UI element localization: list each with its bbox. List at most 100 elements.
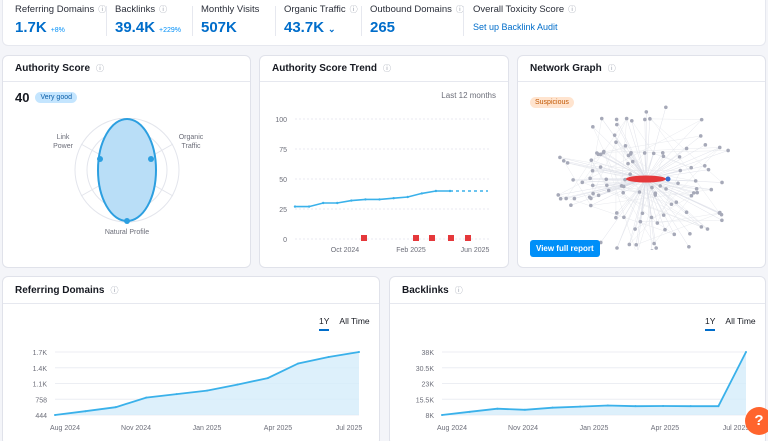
metric-backlinks[interactable]: Backlinks ⓘ 39.4K +229% bbox=[115, 4, 181, 36]
metric-value[interactable]: 39.4K bbox=[115, 19, 156, 36]
info-icon[interactable]: ⓘ bbox=[159, 5, 168, 14]
graph-node bbox=[605, 183, 609, 188]
metric-organic-traffic[interactable]: Organic Traffic ⓘ 43.7K ⌄ bbox=[284, 4, 358, 36]
period-label: Last 12 months bbox=[441, 91, 496, 100]
metric-monthly-visits[interactable]: Monthly Visits 507K bbox=[201, 4, 259, 36]
graph-edge bbox=[645, 152, 663, 180]
graph-node bbox=[598, 165, 603, 169]
event-marker[interactable] bbox=[429, 235, 435, 241]
data-point bbox=[689, 405, 692, 408]
graph-node bbox=[678, 168, 683, 173]
graph-node bbox=[598, 152, 603, 157]
graph-node bbox=[590, 168, 595, 173]
series-line bbox=[441, 351, 747, 416]
metric-outbound-domains[interactable]: Outbound Domains ⓘ 265 bbox=[370, 4, 464, 36]
graph-node bbox=[615, 122, 619, 127]
graph-node bbox=[627, 242, 632, 247]
graph-node bbox=[628, 172, 632, 176]
graph-node bbox=[687, 244, 691, 249]
data-point bbox=[297, 362, 300, 365]
info-icon[interactable]: ⓘ bbox=[96, 64, 105, 73]
info-icon[interactable]: ⓘ bbox=[98, 5, 107, 14]
info-icon[interactable]: ⓘ bbox=[110, 286, 119, 295]
metric-value[interactable]: 265 bbox=[370, 19, 396, 36]
data-point bbox=[266, 377, 269, 380]
series-area bbox=[442, 352, 746, 415]
graph-node bbox=[720, 218, 724, 223]
graph-edge bbox=[645, 118, 651, 180]
y-tick-label: 23K bbox=[422, 382, 435, 389]
graph-node bbox=[612, 133, 617, 137]
metric-toxicity-score: Overall Toxicity Score ⓘ Set up Backlink … bbox=[473, 4, 576, 32]
authority-score-value: 40 bbox=[15, 90, 30, 105]
tab-1y[interactable]: 1Y bbox=[319, 316, 330, 331]
data-point bbox=[84, 410, 87, 413]
event-marker[interactable] bbox=[448, 235, 454, 241]
graph-edge bbox=[560, 178, 647, 199]
graph-node bbox=[601, 150, 606, 155]
status-badge: Very good bbox=[35, 92, 77, 103]
divider bbox=[192, 6, 193, 36]
graph-edge bbox=[632, 161, 708, 230]
graph-edge bbox=[591, 160, 608, 186]
x-tick-label: Nov 2024 bbox=[121, 425, 151, 432]
authority-trend-chart: 100 75 50 25 0 Oct 2024 Feb 2025 Jun 2025 bbox=[275, 117, 490, 254]
graph-node bbox=[674, 200, 679, 205]
graph-edge bbox=[623, 178, 647, 218]
graph-node bbox=[699, 117, 704, 122]
event-marker[interactable] bbox=[361, 235, 367, 241]
graph-edge bbox=[567, 162, 647, 180]
tab-all-time[interactable]: All Time bbox=[339, 316, 370, 326]
graph-node bbox=[626, 153, 631, 158]
data-point bbox=[523, 408, 526, 411]
graph-edge bbox=[646, 111, 720, 214]
tab-1y[interactable]: 1Y bbox=[705, 316, 716, 331]
radar-label-organic-traffic: Organic Traffic bbox=[179, 134, 204, 150]
info-icon[interactable]: ⓘ bbox=[454, 286, 463, 295]
graph-node bbox=[706, 167, 711, 172]
info-icon[interactable]: ⓘ bbox=[383, 64, 392, 73]
metric-referring-domains[interactable]: Referring Domains ⓘ 1.7K +8% bbox=[15, 4, 106, 36]
data-point bbox=[745, 351, 747, 353]
x-tick-label: Feb 2025 bbox=[396, 247, 426, 254]
graph-edge bbox=[616, 178, 647, 249]
event-marker[interactable] bbox=[465, 235, 471, 241]
graph-node bbox=[651, 151, 656, 156]
graph-node bbox=[658, 184, 662, 188]
divider bbox=[518, 81, 765, 82]
setup-backlink-audit-link[interactable]: Set up Backlink Audit bbox=[473, 22, 558, 32]
help-button[interactable]: ? bbox=[745, 407, 768, 435]
network-graph[interactable] bbox=[518, 100, 767, 250]
x-tick-label: Jan 2025 bbox=[580, 425, 609, 432]
graph-node bbox=[564, 196, 568, 201]
info-icon[interactable]: ⓘ bbox=[607, 64, 616, 73]
graph-node bbox=[726, 148, 730, 153]
graph-edge bbox=[631, 120, 647, 180]
graph-edge bbox=[623, 192, 655, 244]
view-full-report-button[interactable]: View full report bbox=[530, 240, 600, 257]
tab-all-time[interactable]: All Time bbox=[725, 316, 756, 326]
graph-edge bbox=[590, 189, 712, 206]
divider bbox=[3, 303, 379, 304]
info-icon[interactable]: ⓘ bbox=[455, 5, 464, 14]
graph-node bbox=[624, 116, 629, 121]
chevron-down-icon[interactable]: ⌄ bbox=[328, 24, 336, 34]
graph-node bbox=[622, 215, 626, 220]
graph-edge bbox=[645, 150, 729, 180]
graph-node bbox=[629, 118, 634, 123]
graph-edge bbox=[615, 178, 647, 218]
graph-edge bbox=[590, 178, 647, 206]
event-marker[interactable] bbox=[413, 235, 419, 241]
info-icon[interactable]: ⓘ bbox=[349, 5, 358, 14]
graph-node bbox=[598, 240, 603, 245]
graph-edge bbox=[563, 160, 591, 206]
metric-value[interactable]: 507K bbox=[201, 19, 237, 36]
card-title: Network Graph bbox=[530, 63, 602, 74]
data-point bbox=[350, 199, 353, 202]
graph-node bbox=[558, 155, 562, 160]
metric-value[interactable]: 1.7K bbox=[15, 19, 47, 36]
graph-edge bbox=[636, 212, 720, 245]
info-icon[interactable]: ⓘ bbox=[568, 5, 577, 14]
y-tick-label: 50 bbox=[279, 177, 287, 184]
metric-value[interactable]: 43.7K bbox=[284, 19, 325, 36]
